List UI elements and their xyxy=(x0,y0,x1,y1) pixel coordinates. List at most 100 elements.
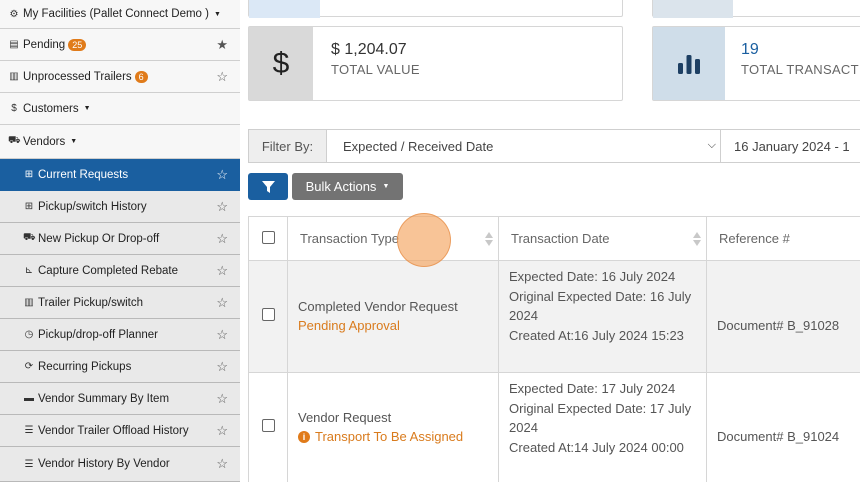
filter-button[interactable] xyxy=(248,173,288,200)
funnel-icon xyxy=(261,180,275,193)
card-icon-panel xyxy=(653,0,733,18)
table-icon: ⊞ xyxy=(24,201,34,212)
header-transaction-type[interactable]: Transaction Type xyxy=(287,217,498,260)
sidebar-item-customers[interactable]: $ Customers ▼ xyxy=(0,93,240,125)
header-transaction-date[interactable]: Transaction Date xyxy=(498,217,706,260)
star-icon[interactable]: ☆ xyxy=(216,358,228,374)
truck-icon: ⛟ xyxy=(8,135,21,146)
transactions-table: Transaction Type Transaction Date Refere… xyxy=(248,216,860,482)
pallet-icon: ▬ xyxy=(24,393,34,404)
total-transactions-label: TOTAL TRANSACTI xyxy=(741,62,860,77)
sidebar-item-pending[interactable]: ▤ Pending 25 ★ xyxy=(0,29,240,61)
chevron-down-icon: ⌵ xyxy=(707,139,716,151)
date-range-picker[interactable]: 16 January 2024 - 1 xyxy=(720,129,860,163)
row-date-cell: Expected Date: 16 July 2024 Original Exp… xyxy=(498,261,706,372)
row-checkbox-cell xyxy=(248,261,287,372)
star-icon[interactable]: ☆ xyxy=(216,422,228,438)
sort-icon xyxy=(693,232,701,246)
row-date-cell: Expected Date: 17 July 2024 Original Exp… xyxy=(498,373,706,482)
stat-card-top-right xyxy=(652,0,860,18)
row-checkbox[interactable] xyxy=(262,419,275,432)
stat-card-top-left xyxy=(248,0,623,18)
clipboard-icon: ▤ xyxy=(9,39,19,50)
sidebar-item-summary-by-item[interactable]: ▬ Vendor Summary By Item ☆ xyxy=(0,383,240,415)
date-details: Expected Date: 16 July 2024 Original Exp… xyxy=(509,269,692,343)
sidebar-item-capture-rebate[interactable]: ⊾ Capture Completed Rebate ☆ xyxy=(0,255,240,287)
star-icon[interactable]: ☆ xyxy=(216,294,228,310)
total-transactions-number: 19 xyxy=(741,41,759,58)
row-type-cell: Completed Vendor Request Pending Approva… xyxy=(287,261,498,372)
sort-icon xyxy=(485,232,493,246)
clock-icon: ◷ xyxy=(24,329,34,340)
filter-type-value: Expected / Received Date xyxy=(343,138,494,154)
sidebar-item-history-by-vendor[interactable]: ☰ Vendor History By Vendor ☆ xyxy=(0,447,240,482)
row-checkbox[interactable] xyxy=(262,308,275,321)
transaction-type: Vendor Request xyxy=(298,410,392,425)
row-type-cell: Vendor Request i Transport To Be Assigned xyxy=(287,373,498,482)
transaction-type: Completed Vendor Request xyxy=(298,299,458,314)
list-icon: ☰ xyxy=(24,458,34,470)
star-icon[interactable]: ☆ xyxy=(216,68,228,84)
sidebar-item-planner[interactable]: ◷ Pickup/drop-off Planner ☆ xyxy=(0,319,240,351)
reference-number: Document# B_91028 xyxy=(717,318,840,333)
star-filled-icon[interactable]: ★ xyxy=(216,36,228,52)
star-icon[interactable]: ☆ xyxy=(216,456,228,471)
dollar-icon: $ xyxy=(11,103,17,114)
select-all-checkbox[interactable] xyxy=(262,231,275,244)
star-icon[interactable]: ☆ xyxy=(216,198,228,214)
card-icon-panel xyxy=(653,27,725,100)
dolly-icon: ⊾ xyxy=(24,265,34,276)
bulk-actions-button[interactable]: Bulk Actions ▼ xyxy=(292,173,403,200)
gear-icon: ⚙ xyxy=(9,8,19,20)
dollar-icon: $ xyxy=(272,46,290,80)
sidebar: ⚙ My Facilities (Pallet Connect Demo ) ▼… xyxy=(0,0,240,482)
sidebar-item-unprocessed-trailers[interactable]: ▥ Unprocessed Trailers 6 ☆ xyxy=(0,61,240,93)
caret-down-icon: ▼ xyxy=(70,138,78,145)
star-icon[interactable]: ☆ xyxy=(216,166,228,182)
star-icon[interactable]: ☆ xyxy=(216,326,228,342)
bar-chart-icon xyxy=(678,54,700,74)
filter-by-label: Filter By: xyxy=(248,129,327,163)
total-transactions-card: 19 TOTAL TRANSACTI xyxy=(652,26,860,101)
pending-count-badge: 25 xyxy=(68,38,87,51)
star-icon[interactable]: ☆ xyxy=(216,230,228,246)
star-icon[interactable]: ☆ xyxy=(216,262,228,278)
card-icon-panel xyxy=(249,0,320,18)
info-icon: i xyxy=(298,431,310,443)
table-icon: ⊞ xyxy=(24,169,34,180)
facilities-dropdown[interactable]: ⚙ My Facilities (Pallet Connect Demo ) ▼ xyxy=(0,0,240,29)
click-indicator xyxy=(397,213,451,267)
total-value-number: $ 1,204.07 xyxy=(331,41,407,58)
truck-icon: ⛟ xyxy=(23,232,36,243)
trailer-icon: ▥ xyxy=(24,297,34,308)
table-row[interactable]: Completed Vendor Request Pending Approva… xyxy=(248,261,860,373)
date-range-value: 16 January 2024 - 1 xyxy=(734,138,850,154)
caret-down-icon: ▼ xyxy=(213,10,221,18)
sidebar-item-current-requests[interactable]: ⊞ Current Requests ☆ xyxy=(0,159,240,191)
status-label: Pending Approval xyxy=(298,318,400,333)
caret-down-icon: ▼ xyxy=(382,183,390,190)
sidebar-item-new-pickup[interactable]: ⛟ New Pickup Or Drop-off ☆ xyxy=(0,223,240,255)
table-row[interactable]: Vendor Request i Transport To Be Assigned… xyxy=(248,373,860,482)
total-value-card: $ $ 1,204.07 TOTAL VALUE xyxy=(248,26,623,101)
sidebar-item-trailer-pickup[interactable]: ▥ Trailer Pickup/switch ☆ xyxy=(0,287,240,319)
bulk-actions-label: Bulk Actions xyxy=(305,179,377,194)
row-checkbox-cell xyxy=(248,373,287,482)
trailer-icon: ▥ xyxy=(9,71,19,82)
row-reference-cell: Document# B_91028 xyxy=(706,261,860,372)
row-reference-cell: Document# B_91024 xyxy=(706,373,860,482)
sidebar-item-recurring-pickups[interactable]: ⟳ Recurring Pickups ☆ xyxy=(0,351,240,383)
status-label: i Transport To Be Assigned xyxy=(298,429,463,444)
filter-type-select[interactable]: Expected / Received Date ⌵ xyxy=(326,129,721,163)
sidebar-item-trailer-offload-history[interactable]: ☰ Vendor Trailer Offload History ☆ xyxy=(0,415,240,447)
sidebar-item-pickup-switch-history[interactable]: ⊞ Pickup/switch History ☆ xyxy=(0,191,240,223)
sidebar-item-vendors[interactable]: ⛟ Vendors ▼ xyxy=(0,125,240,159)
reference-number: Document# B_91024 xyxy=(717,429,840,444)
unprocessed-count-badge: 6 xyxy=(134,70,148,83)
refresh-icon: ⟳ xyxy=(24,361,34,372)
header-reference[interactable]: Reference # xyxy=(706,217,860,260)
star-icon[interactable]: ☆ xyxy=(216,390,228,406)
caret-down-icon: ▼ xyxy=(83,105,91,112)
total-value-label: TOTAL VALUE xyxy=(331,62,420,77)
table-header: Transaction Type Transaction Date Refere… xyxy=(248,216,860,261)
